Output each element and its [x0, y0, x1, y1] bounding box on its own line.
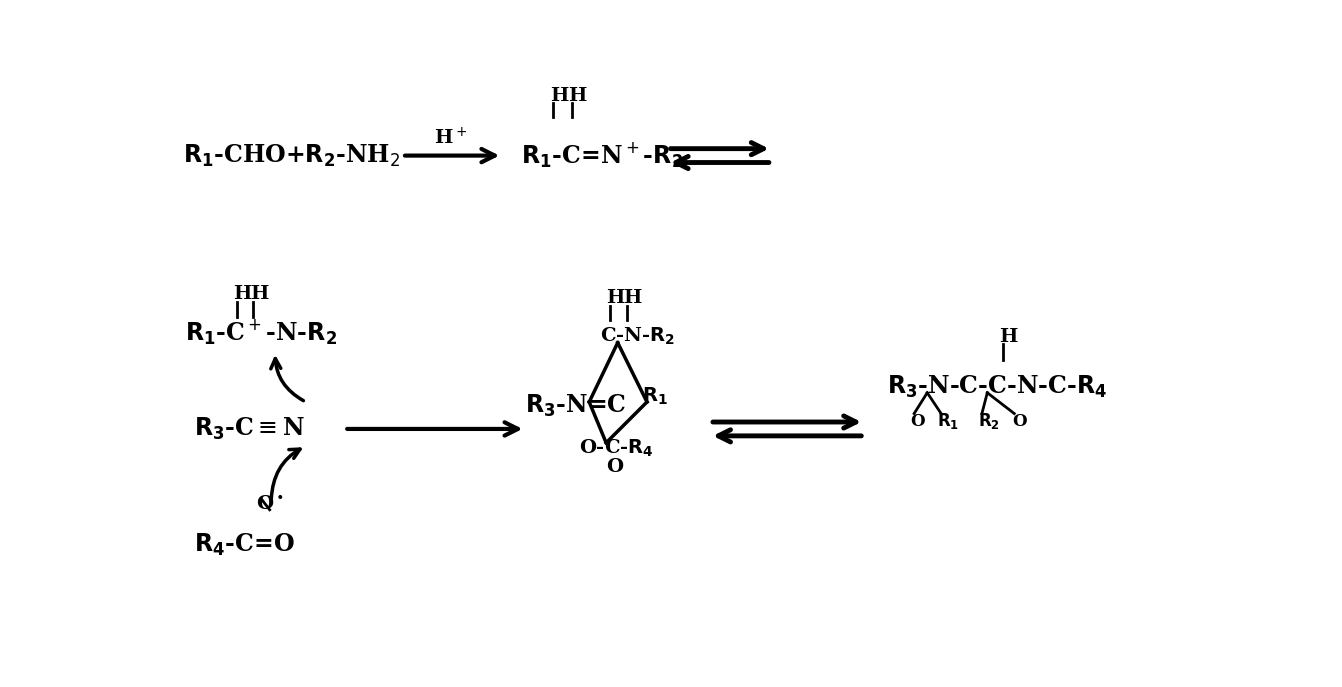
Text: H: H	[250, 285, 268, 303]
Text: O-C-$\mathbf{R_4}$: O-C-$\mathbf{R_4}$	[580, 438, 654, 459]
Text: H: H	[607, 289, 624, 307]
Text: $\mathbf{R_2}$: $\mathbf{R_2}$	[978, 412, 1000, 431]
Text: $\mathbf{R_3}$-N-C-C-N-C-$\mathbf{R_4}$: $\mathbf{R_3}$-N-C-C-N-C-$\mathbf{R_4}$	[887, 374, 1107, 400]
Text: H$^+$: H$^+$	[435, 127, 468, 148]
Text: $\mathbf{R_1}$-C=N$^+$-$\mathbf{R_2}$: $\mathbf{R_1}$-C=N$^+$-$\mathbf{R_2}$	[522, 141, 683, 170]
Text: H: H	[568, 87, 586, 105]
Text: $\mathbf{R_1}$: $\mathbf{R_1}$	[643, 386, 668, 407]
Text: $\mathbf{R_1}$: $\mathbf{R_1}$	[937, 412, 960, 431]
Text: $\mathbf{R_4}$-C=O: $\mathbf{R_4}$-C=O	[195, 531, 295, 558]
Text: O$^\bullet$: O$^\bullet$	[256, 495, 285, 513]
Text: O: O	[607, 458, 623, 477]
Text: C-N-$\mathbf{R_2}$: C-N-$\mathbf{R_2}$	[600, 326, 675, 347]
Text: $\mathbf{R_3}$-C$\equiv$N: $\mathbf{R_3}$-C$\equiv$N	[195, 416, 305, 442]
Text: $\mathbf{R_1}$-CHO+$\mathbf{R_2}$-NH$_2$: $\mathbf{R_1}$-CHO+$\mathbf{R_2}$-NH$_2$	[183, 142, 400, 169]
Text: H: H	[232, 285, 251, 303]
Text: H: H	[550, 87, 568, 105]
Text: H: H	[998, 328, 1017, 346]
Text: O: O	[910, 413, 925, 430]
Text: $\mathbf{R_3}$-N=C: $\mathbf{R_3}$-N=C	[525, 393, 627, 419]
Text: O: O	[1013, 413, 1028, 430]
Text: H: H	[623, 289, 641, 307]
Text: $\mathbf{R_1}$-C$^+$-N-$\mathbf{R_2}$: $\mathbf{R_1}$-C$^+$-N-$\mathbf{R_2}$	[185, 318, 337, 348]
